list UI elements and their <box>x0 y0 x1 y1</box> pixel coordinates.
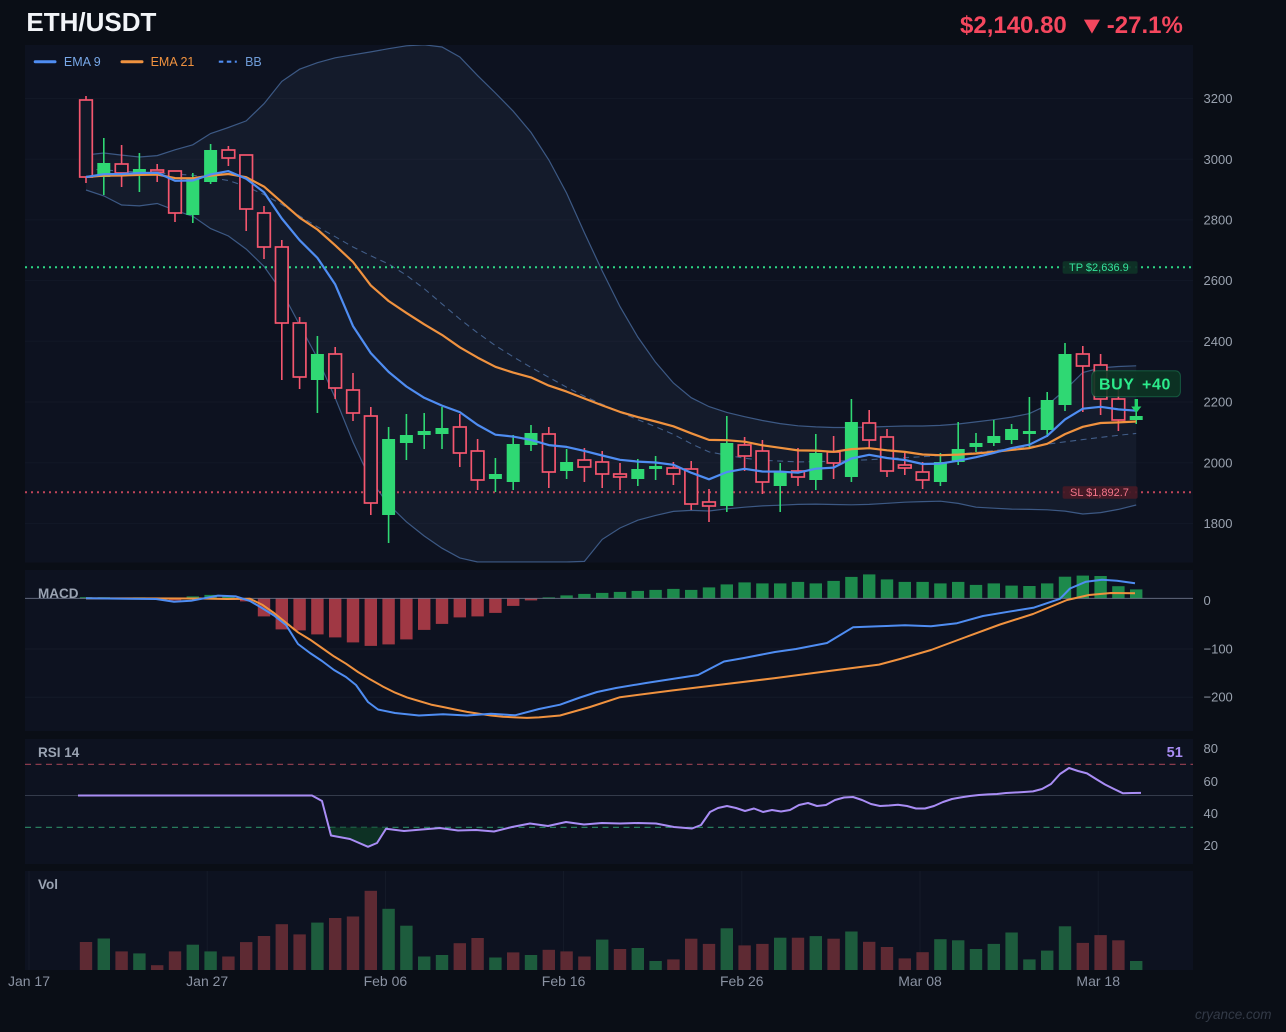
svg-text:2200: 2200 <box>1204 395 1233 410</box>
svg-text:40: 40 <box>1204 806 1218 821</box>
svg-text:3200: 3200 <box>1204 91 1233 106</box>
svg-text:cryance.com: cryance.com <box>1195 1007 1272 1022</box>
svg-text:20: 20 <box>1204 838 1218 853</box>
svg-text:MACD: MACD <box>38 586 79 601</box>
svg-text:TP $2,636.9: TP $2,636.9 <box>1069 262 1129 274</box>
svg-text:SL $1,892.7: SL $1,892.7 <box>1070 487 1129 499</box>
svg-text:2800: 2800 <box>1204 213 1233 228</box>
svg-text:RSI 14: RSI 14 <box>38 745 80 760</box>
svg-text:2600: 2600 <box>1204 273 1233 288</box>
svg-text:Mar 18: Mar 18 <box>1076 973 1120 989</box>
svg-text:Jan 17: Jan 17 <box>8 973 50 989</box>
svg-text:$2,140.80: $2,140.80 <box>960 12 1067 39</box>
svg-text:EMA 9: EMA 9 <box>64 55 101 69</box>
svg-text:ETH/USDT: ETH/USDT <box>26 7 156 37</box>
svg-text:Feb 16: Feb 16 <box>542 973 586 989</box>
svg-text:BB: BB <box>245 55 262 69</box>
svg-text:EMA 21: EMA 21 <box>151 55 195 69</box>
svg-text:BUY: BUY <box>1099 376 1135 393</box>
svg-text:51: 51 <box>1167 745 1183 761</box>
svg-text:−100: −100 <box>1204 642 1233 657</box>
svg-text:−200: −200 <box>1204 690 1233 705</box>
svg-text:Jan 27: Jan 27 <box>186 973 228 989</box>
svg-text:Vol: Vol <box>38 877 58 892</box>
svg-text:2400: 2400 <box>1204 334 1233 349</box>
svg-text:60: 60 <box>1204 774 1218 789</box>
svg-text:Mar 08: Mar 08 <box>898 973 942 989</box>
svg-text:Feb 06: Feb 06 <box>364 973 408 989</box>
svg-text:0: 0 <box>1204 593 1211 608</box>
svg-text:3000: 3000 <box>1204 152 1233 167</box>
svg-text:80: 80 <box>1204 741 1218 756</box>
svg-text:2000: 2000 <box>1204 455 1233 470</box>
svg-text:Feb 26: Feb 26 <box>720 973 764 989</box>
svg-text:+40: +40 <box>1142 376 1171 393</box>
svg-text:-27.1%: -27.1% <box>1107 12 1183 39</box>
svg-text:1800: 1800 <box>1204 516 1233 531</box>
